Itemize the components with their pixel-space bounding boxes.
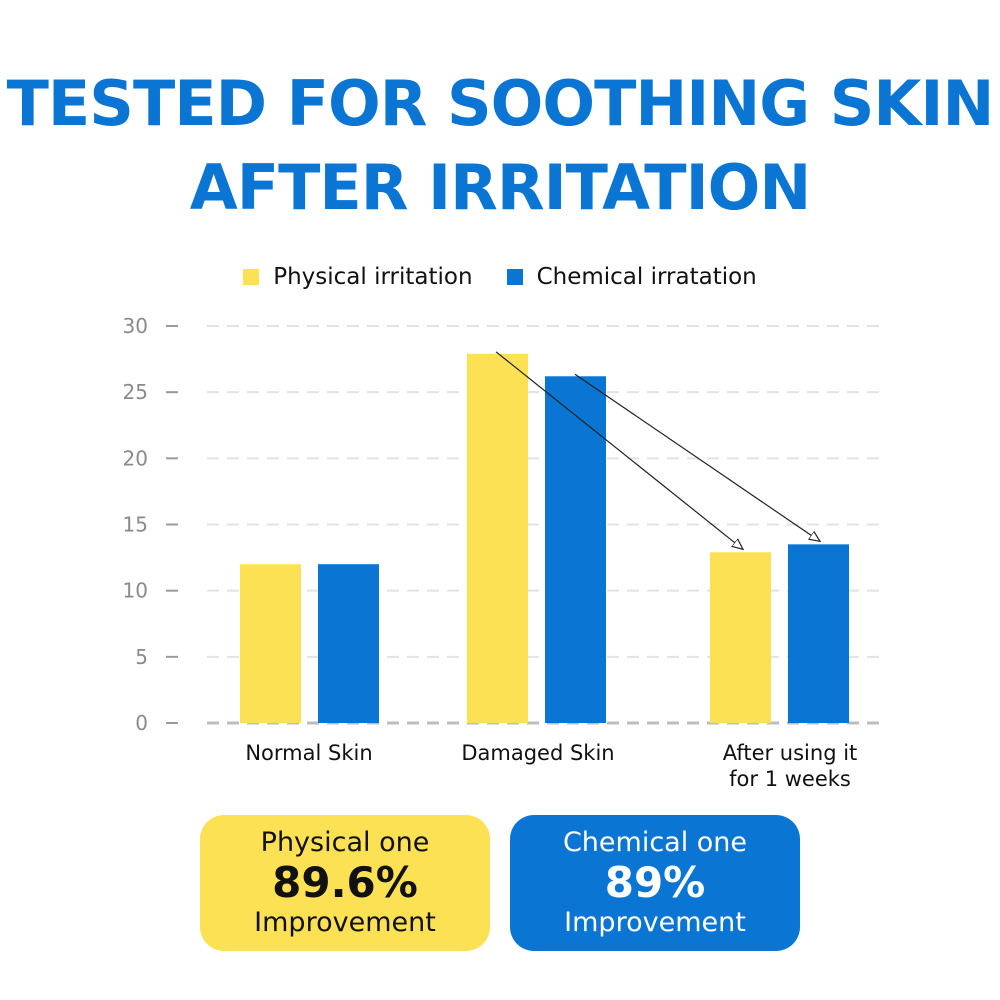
y-tick-label: 30 — [123, 314, 148, 338]
legend-item-physical: Physical irritation — [243, 264, 473, 290]
bar-physical-2 — [710, 552, 771, 723]
x-category-label: After using it — [723, 741, 858, 765]
legend-swatch-physical — [243, 269, 260, 285]
arrow-physical — [495, 351, 743, 549]
x-category-label: for 1 weeks — [729, 767, 851, 791]
physical-improvement-card: Physical one 89.6% Improvement — [200, 815, 490, 951]
bar-chemical-2 — [788, 544, 849, 723]
title-line-2: AFTER IRRITATION — [189, 151, 812, 224]
x-category-label: Damaged Skin — [461, 741, 614, 765]
physical-card-value: 89.6% — [272, 858, 418, 907]
physical-card-caption: Improvement — [254, 907, 436, 938]
legend-label-physical: Physical irritation — [273, 264, 473, 290]
y-tick-label: 10 — [123, 579, 148, 603]
y-tick-label: 5 — [135, 645, 148, 669]
x-category-label: Normal Skin — [245, 741, 372, 765]
chemical-card-value: 89% — [604, 858, 706, 907]
bar-physical-0 — [240, 564, 301, 723]
chemical-improvement-card: Chemical one 89% Improvement — [510, 815, 800, 951]
y-tick-label: 15 — [123, 513, 148, 537]
y-tick-label: 25 — [123, 380, 148, 404]
legend-item-chemical: Chemical irratation — [506, 264, 757, 290]
chart-legend: Physical irritation Chemical irratation — [0, 264, 1000, 290]
bar-chemical-0 — [318, 564, 379, 723]
legend-swatch-chemical — [506, 269, 523, 285]
bar-chart: 0 5 10 15 20 25 30 Normal Skin Damaged Skin After… — [123, 314, 880, 791]
chemical-card-label: Chemical one — [562, 827, 748, 858]
title-line-1: TESTED FOR SOOTHING SKIN — [6, 67, 995, 140]
y-tick-label: 0 — [135, 711, 148, 735]
bar-chemical-1 — [545, 376, 606, 723]
physical-card-label: Physical one — [260, 827, 430, 858]
legend-label-chemical: Chemical irratation — [536, 264, 757, 290]
bar-physical-1 — [467, 353, 528, 723]
chemical-card-caption: Improvement — [564, 907, 746, 938]
arrow-chemical — [574, 373, 820, 541]
y-tick-label: 20 — [123, 446, 148, 470]
page-title: TESTED FOR SOOTHING SKIN AFTER IRRITATIO… — [0, 62, 1000, 230]
